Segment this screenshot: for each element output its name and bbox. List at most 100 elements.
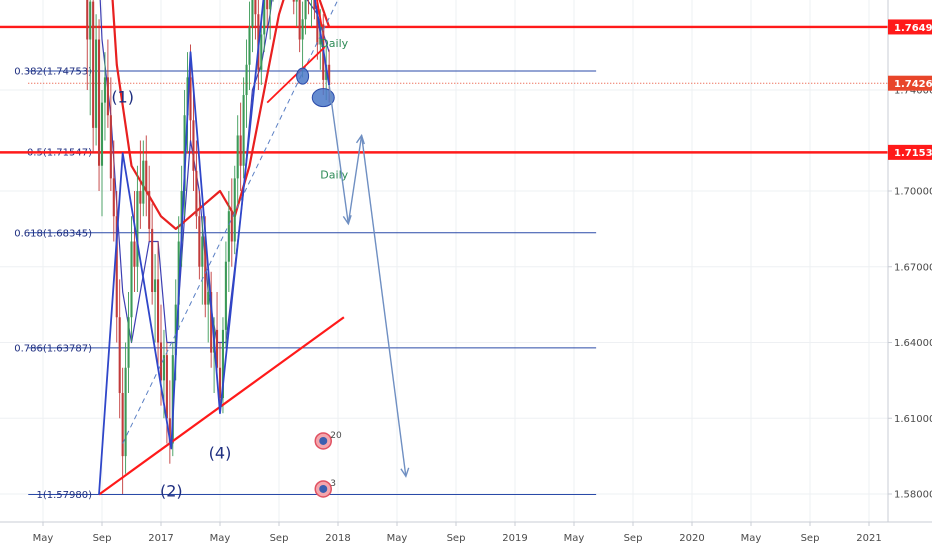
candle-body (292, 0, 295, 2)
time-tick-label: May (33, 533, 54, 544)
candle-body (216, 329, 219, 368)
candle-body (263, 0, 266, 35)
annotation-text: Daily (320, 168, 348, 181)
price-flag-label: 1.76497 (894, 23, 932, 34)
price-flag[interactable] (888, 75, 932, 91)
candle-body (124, 367, 127, 457)
annotation-text: Daily (320, 37, 348, 50)
candle-body (195, 170, 198, 217)
candle-body (269, 0, 272, 10)
time-tick-label: May (564, 533, 585, 544)
fib-level-label: 0.618(1.68345) (14, 228, 92, 239)
idea-badge-count: 20 (330, 431, 342, 441)
idea-badge-inner (319, 484, 328, 493)
price-flag[interactable] (888, 144, 932, 160)
time-tick-label: 2020 (679, 533, 704, 544)
horizontal-levels[interactable] (0, 0, 888, 154)
moving-average-slow (111, 0, 331, 230)
candle-body (100, 102, 104, 166)
price-axis[interactable]: 2.100002.050002.000001.950001.900001.860… (887, 0, 932, 522)
candle-body (177, 241, 180, 305)
price-tick-label: 1.74000 (894, 86, 932, 97)
moving-averages (99, 0, 331, 344)
price-flag[interactable] (888, 19, 932, 35)
price-tick-label: 1.67000 (894, 262, 932, 273)
candle-body (251, 0, 254, 27)
time-tick-label: 2019 (502, 533, 527, 544)
time-tick-label: May (741, 533, 762, 544)
projection-arrow-segment[interactable] (347, 135, 363, 224)
wave-label: (1) (111, 88, 134, 107)
idea-badge-count: 3 (330, 479, 336, 489)
candle-body (210, 292, 213, 353)
candle-body (89, 1, 92, 40)
time-tick-label: Sep (93, 533, 112, 544)
candle-body (304, 0, 307, 20)
projection-arrow-segment[interactable] (328, 84, 350, 224)
chart-labels: (1)(2)(3)(4)(5)DAILYDailyDaily203 (111, 37, 348, 501)
candle-body (109, 115, 112, 179)
candle-body (145, 160, 148, 191)
candle-body (139, 191, 142, 204)
candle-body (227, 211, 230, 262)
wave-label: (2) (160, 482, 183, 501)
candle-body (118, 317, 121, 393)
idea-badge-inner (319, 436, 328, 445)
time-tick-label: 2021 (856, 533, 881, 544)
candle-body (245, 64, 248, 96)
candle-body (162, 355, 165, 381)
time-tick-label: Sep (624, 533, 643, 544)
time-axis[interactable]: May Sep 2017 May Sep 2018 May Sep 2019 May Sep 2020… (0, 521, 932, 550)
fib-level-label: 0.786(1.63787) (14, 343, 92, 354)
time-axis-background (0, 522, 932, 550)
candle-body (92, 1, 95, 128)
price-tick-label: 1.61000 (894, 414, 932, 425)
candle-body (130, 241, 133, 318)
candle-body (142, 160, 145, 204)
candle-body (239, 135, 242, 166)
fib-level-label: 0.382(1.74753) (14, 66, 92, 77)
price-tick-label: 1.58000 (894, 490, 932, 501)
candle-body (165, 355, 168, 419)
fib-level-label: 1(1.57980) (36, 490, 92, 501)
candle-body (174, 304, 177, 356)
candle-body (328, 64, 331, 85)
candle-body (112, 178, 115, 217)
time-tick-label: Sep (447, 533, 466, 544)
candle-body (218, 367, 222, 399)
candle-body (121, 393, 124, 457)
candle-body (106, 77, 109, 116)
moving-average-fast (99, 0, 330, 344)
time-tick-label: May (210, 533, 231, 544)
candle-body (136, 191, 139, 267)
candle-body (98, 39, 101, 166)
candle-body (201, 236, 204, 267)
price-tick-label: 1.70000 (894, 187, 932, 198)
price-flag-label: 1.74269 (894, 79, 932, 90)
candle-body (236, 135, 239, 179)
time-tick-label: Sep (270, 533, 289, 544)
candle-body (127, 317, 130, 368)
candle-body (233, 178, 236, 242)
candle-body (248, 26, 251, 65)
time-tick-label: Sep (801, 533, 820, 544)
candle-body (198, 216, 201, 267)
candle-body (230, 211, 233, 242)
candle-body (148, 191, 151, 229)
elliott-wave-path[interactable] (98, 0, 330, 495)
candle-body (115, 216, 118, 318)
candle-body (301, 19, 304, 40)
highlight-ellipse[interactable] (311, 88, 335, 108)
candle-body (204, 236, 207, 305)
candle-body (242, 95, 245, 166)
candle-body (95, 39, 98, 128)
projection-arrow-segment[interactable] (360, 135, 407, 477)
grid (0, 0, 888, 522)
highlight-ellipse[interactable] (296, 67, 310, 85)
candle-body (189, 77, 192, 121)
candle-body (159, 342, 163, 381)
candle-body (86, 0, 89, 40)
wedge-line-1[interactable] (266, 46, 326, 104)
analysis-drawings[interactable] (98, 0, 427, 496)
